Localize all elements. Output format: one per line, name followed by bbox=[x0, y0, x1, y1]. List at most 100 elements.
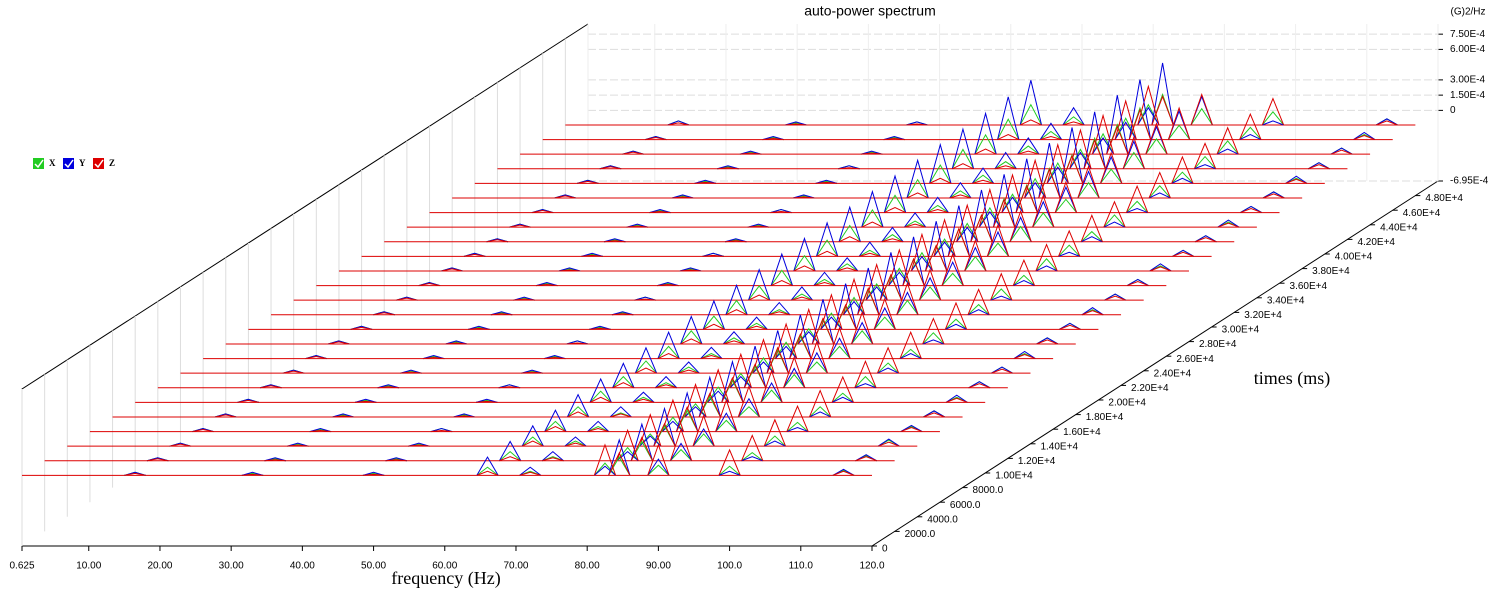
spectrum-peak bbox=[1171, 171, 1194, 184]
spectrum-peak bbox=[811, 299, 835, 345]
spectrum-peak bbox=[237, 399, 260, 403]
y-tick-label: 3.00E+4 bbox=[1222, 325, 1260, 336]
z-tick-label: 3.00E-4 bbox=[1450, 75, 1485, 86]
spectrum-peak bbox=[945, 397, 968, 403]
spectrum-peak bbox=[657, 284, 679, 287]
spectrum-peak bbox=[1032, 194, 1055, 228]
spectrum-peak bbox=[792, 194, 815, 199]
spectrum-peak bbox=[676, 405, 699, 432]
spectrum-peak bbox=[723, 337, 745, 345]
y-tick-label: 2.80E+4 bbox=[1199, 339, 1237, 350]
spectrum-peak bbox=[836, 263, 859, 272]
spectrum-peak bbox=[1353, 131, 1376, 140]
spectrum-peak bbox=[828, 345, 851, 359]
y-tick-label: 1.40E+4 bbox=[1040, 441, 1078, 452]
spectrum-peak bbox=[490, 313, 513, 316]
spectrum-peak bbox=[809, 406, 832, 418]
spectrum-peak bbox=[1190, 107, 1213, 126]
spectrum-peak bbox=[1013, 350, 1036, 359]
spectrum-peak bbox=[949, 190, 972, 199]
spectrum-peak bbox=[918, 268, 942, 301]
z-tick-label: 0 bbox=[1450, 105, 1456, 116]
spectrum-peak bbox=[861, 208, 884, 228]
spectrum-peak bbox=[1040, 136, 1062, 141]
spectrum-peak bbox=[739, 152, 762, 155]
spectrum-peak bbox=[1126, 207, 1148, 214]
spectrum-peak bbox=[475, 398, 498, 403]
spectrum-peak bbox=[850, 310, 874, 345]
spectrum-peak bbox=[1017, 150, 1040, 155]
spectrum-peak bbox=[857, 287, 880, 315]
spectrum-peak bbox=[1122, 135, 1145, 169]
spectrum-peak bbox=[564, 440, 587, 447]
spectrum-peak bbox=[785, 123, 807, 126]
spectrum-peak bbox=[667, 120, 690, 126]
spectrum-peak bbox=[694, 179, 717, 184]
spectrum-peak bbox=[1046, 142, 1069, 184]
spectrum-peak bbox=[499, 450, 522, 462]
spectrum-peak bbox=[1114, 121, 1137, 140]
y-tick-label: 3.20E+4 bbox=[1244, 310, 1282, 321]
spectrum-peak bbox=[1038, 168, 1061, 199]
spectrum-peak bbox=[944, 318, 968, 330]
spectrum-peak bbox=[1058, 229, 1081, 257]
spectrum-peak bbox=[1194, 237, 1217, 243]
spectrum-peak bbox=[1062, 106, 1085, 126]
spectrum-peak bbox=[986, 242, 1010, 257]
spectrum-peak bbox=[813, 278, 836, 287]
spectrum-peak bbox=[805, 361, 828, 374]
spectrum-peak bbox=[828, 337, 851, 359]
spectrum-peak bbox=[836, 256, 859, 272]
spectrum-peak bbox=[192, 429, 214, 433]
spectrum-peak bbox=[902, 257, 925, 286]
spectrum-peak bbox=[790, 293, 813, 301]
spectrum-peak bbox=[567, 411, 589, 418]
spectrum-peak bbox=[698, 375, 721, 418]
spectrum-peak bbox=[992, 198, 1016, 228]
spectrum-peak bbox=[702, 252, 724, 257]
spectrum-peak bbox=[1145, 138, 1168, 155]
spectrum-peak bbox=[815, 239, 839, 257]
y-axis-label: times (ms) bbox=[1254, 368, 1331, 389]
spectrum-peak bbox=[718, 465, 741, 476]
spectrum-peak bbox=[377, 386, 400, 389]
spectrum-peak bbox=[729, 352, 752, 388]
spectrum-peak bbox=[986, 223, 1010, 257]
spectrum-peak bbox=[513, 296, 536, 301]
spectrum-peak bbox=[468, 325, 490, 330]
spectrum-peak bbox=[922, 317, 945, 345]
spectrum-peak bbox=[612, 375, 635, 389]
spectrum-peak bbox=[499, 440, 522, 462]
spectrum-peak bbox=[842, 300, 866, 316]
spectrum-peak bbox=[809, 389, 832, 418]
spectrum-peak bbox=[1083, 138, 1106, 169]
spectrum-peak bbox=[1017, 145, 1040, 155]
spectrum-peak bbox=[509, 224, 531, 228]
spectrum-peak bbox=[906, 121, 928, 126]
spectrum-peak bbox=[635, 367, 657, 374]
spectrum-peak bbox=[395, 297, 418, 301]
y-tick-label: 6000.0 bbox=[950, 500, 981, 511]
spectrum-peak bbox=[766, 346, 789, 374]
spectrum-peak bbox=[1009, 209, 1032, 242]
spectrum-peak bbox=[813, 271, 836, 286]
spectrum-peak bbox=[680, 315, 703, 345]
x-tick-label: 30.00 bbox=[219, 561, 244, 572]
x-tick-label: 100.0 bbox=[717, 561, 742, 572]
spectrum-peak bbox=[1285, 178, 1308, 184]
spectrum-peak bbox=[616, 450, 639, 462]
spectrum-peak bbox=[929, 142, 952, 184]
spectrum-peak bbox=[741, 452, 764, 462]
spectrum-peak bbox=[910, 255, 934, 272]
y-tick-label: 2.20E+4 bbox=[1131, 383, 1169, 394]
spectrum-peak bbox=[1054, 180, 1078, 213]
x-tick-label: 10.00 bbox=[76, 561, 101, 572]
spectrum-peak bbox=[609, 413, 632, 418]
spectrum-peak bbox=[1059, 324, 1081, 330]
spectrum-peak bbox=[422, 355, 445, 360]
spectrum-peak bbox=[1046, 161, 1069, 184]
spectrum-peak bbox=[956, 222, 979, 243]
spectrum-peak bbox=[1013, 279, 1035, 287]
spectrum-peak bbox=[519, 466, 542, 476]
spectrum-peak bbox=[1239, 112, 1262, 140]
